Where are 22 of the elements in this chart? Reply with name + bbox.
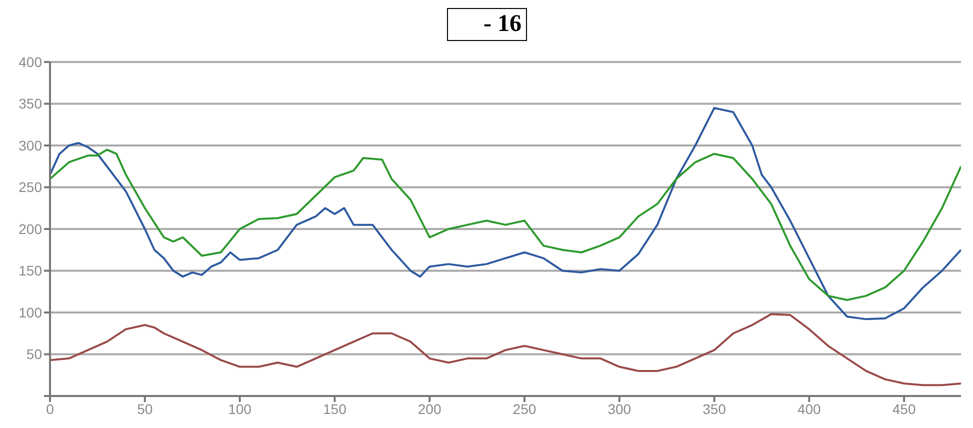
y-tick-label: 300 bbox=[18, 137, 42, 154]
x-tick-label: 250 bbox=[512, 400, 536, 417]
x-tick-label: 50 bbox=[137, 400, 153, 417]
y-tick-label: 350 bbox=[18, 96, 42, 112]
y-tick-label: 400 bbox=[18, 54, 42, 70]
x-tick-label: 450 bbox=[892, 400, 916, 417]
line-series bbox=[50, 148, 961, 301]
y-tick-label: 50 bbox=[26, 346, 42, 362]
line-series bbox=[50, 106, 961, 320]
x-tick-label: 300 bbox=[608, 400, 632, 417]
y-tick-label: 150 bbox=[18, 262, 42, 279]
x-tick-label: 100 bbox=[228, 400, 252, 417]
y-tick-label: 250 bbox=[18, 179, 42, 196]
x-tick-label: 350 bbox=[702, 400, 726, 417]
x-tick-label: 200 bbox=[418, 400, 442, 417]
x-tick-label: 400 bbox=[797, 400, 822, 417]
y-tick-label: 100 bbox=[18, 304, 42, 320]
y-tick-label: 200 bbox=[18, 220, 42, 237]
x-tick-label: 0 bbox=[46, 400, 54, 417]
x-tick-label: 150 bbox=[323, 400, 347, 417]
line-series bbox=[50, 313, 961, 386]
chart-title: - 16 bbox=[446, 8, 526, 41]
